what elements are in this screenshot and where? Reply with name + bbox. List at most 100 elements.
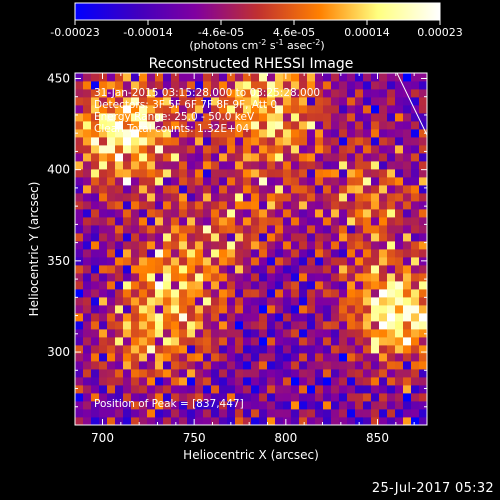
heatmap-cell — [179, 73, 188, 82]
heatmap-cell — [179, 289, 188, 298]
heatmap-cell — [419, 329, 427, 338]
heatmap-cell — [187, 289, 196, 298]
heatmap-cell — [203, 97, 212, 106]
heatmap-cell — [419, 281, 427, 290]
annotation-line-energy: Energy Range: 25.0 - 50.0 keV — [94, 111, 255, 123]
heatmap-cell — [355, 137, 364, 146]
heatmap-cell — [267, 297, 276, 306]
heatmap-cell — [283, 281, 292, 290]
heatmap-cell — [235, 249, 244, 258]
heatmap-cell — [243, 161, 252, 170]
heatmap-cell — [243, 185, 252, 194]
heatmap-cell — [267, 97, 276, 106]
heatmap-cell — [91, 89, 100, 98]
heatmap-cell — [339, 385, 348, 394]
colorbar-tick-label: 4.6e-05 — [273, 26, 315, 39]
heatmap-cell — [195, 385, 204, 394]
heatmap-cell — [331, 417, 340, 425]
heatmap-cell — [235, 241, 244, 250]
heatmap-cell — [395, 273, 404, 282]
heatmap-cell — [107, 97, 116, 106]
heatmap-cell — [211, 113, 220, 122]
heatmap-cell — [171, 297, 180, 306]
heatmap-cell — [163, 89, 172, 98]
heatmap-cell — [355, 401, 364, 410]
heatmap-cell — [171, 145, 180, 154]
heatmap-cell — [123, 313, 132, 322]
heatmap-cell — [339, 201, 348, 210]
heatmap-cell — [171, 81, 180, 90]
heatmap-cell — [187, 353, 196, 362]
heatmap-cell — [275, 185, 284, 194]
heatmap-cell — [179, 361, 188, 370]
heatmap-cell — [291, 329, 300, 338]
heatmap-cell — [147, 177, 156, 186]
heatmap-cell — [355, 281, 364, 290]
heatmap-cell — [139, 201, 148, 210]
heatmap-cell — [99, 113, 108, 122]
heatmap-cell — [267, 169, 276, 178]
heatmap-cell — [299, 129, 308, 138]
heatmap-cell — [299, 185, 308, 194]
heatmap-cell — [123, 145, 132, 154]
heatmap-cell — [363, 169, 372, 178]
heatmap-cell — [347, 169, 356, 178]
heatmap-cell — [91, 305, 100, 314]
heatmap-cell — [299, 225, 308, 234]
heatmap-cell — [267, 217, 276, 226]
heatmap-cell — [323, 217, 332, 226]
heatmap-cell — [275, 265, 284, 274]
heatmap-cell — [275, 281, 284, 290]
heatmap-cell — [211, 81, 220, 90]
heatmap-cell — [347, 129, 356, 138]
heatmap-cell — [131, 137, 140, 146]
heatmap-cell — [347, 81, 356, 90]
heatmap-cell — [91, 169, 100, 178]
heatmap-cell — [363, 177, 372, 186]
heatmap-cell — [379, 345, 388, 354]
heatmap-cell — [155, 161, 164, 170]
heatmap-cell — [307, 249, 316, 258]
heatmap-cell — [347, 153, 356, 162]
heatmap-cell — [323, 177, 332, 186]
heatmap-cell — [123, 169, 132, 178]
heatmap-cell — [155, 145, 164, 154]
heatmap-cell — [259, 377, 268, 386]
heatmap-cell — [219, 281, 228, 290]
heatmap-cell — [187, 201, 196, 210]
heatmap-cell — [331, 289, 340, 298]
heatmap-cell — [171, 281, 180, 290]
heatmap-cell — [347, 281, 356, 290]
heatmap-cell — [171, 121, 180, 130]
heatmap-cell — [299, 81, 308, 90]
heatmap-cell — [331, 313, 340, 322]
heatmap-cell — [123, 209, 132, 218]
heatmap-cell — [315, 265, 324, 274]
heatmap-cell — [307, 393, 316, 402]
heatmap-cell — [75, 393, 84, 402]
heatmap-cell — [107, 169, 116, 178]
heatmap-cell — [203, 329, 212, 338]
heatmap-cell — [235, 361, 244, 370]
heatmap-cell — [395, 305, 404, 314]
heatmap-cell — [211, 105, 220, 114]
heatmap-cell — [139, 377, 148, 386]
heatmap-cell — [355, 161, 364, 170]
heatmap-cell — [371, 369, 380, 378]
heatmap-cell — [323, 401, 332, 410]
heatmap-cell — [139, 369, 148, 378]
heatmap-cell — [379, 177, 388, 186]
heatmap-cell — [419, 209, 427, 218]
heatmap-cell — [179, 281, 188, 290]
heatmap-cell — [363, 353, 372, 362]
heatmap-cell — [395, 385, 404, 394]
heatmap-cell — [91, 377, 100, 386]
heatmap-cell — [139, 353, 148, 362]
heatmap-cell — [115, 137, 124, 146]
heatmap-cell — [419, 401, 427, 410]
heatmap-cell — [99, 345, 108, 354]
heatmap-cell — [283, 305, 292, 314]
heatmap-cell — [267, 257, 276, 266]
heatmap-cell — [219, 265, 228, 274]
heatmap-cell — [379, 353, 388, 362]
